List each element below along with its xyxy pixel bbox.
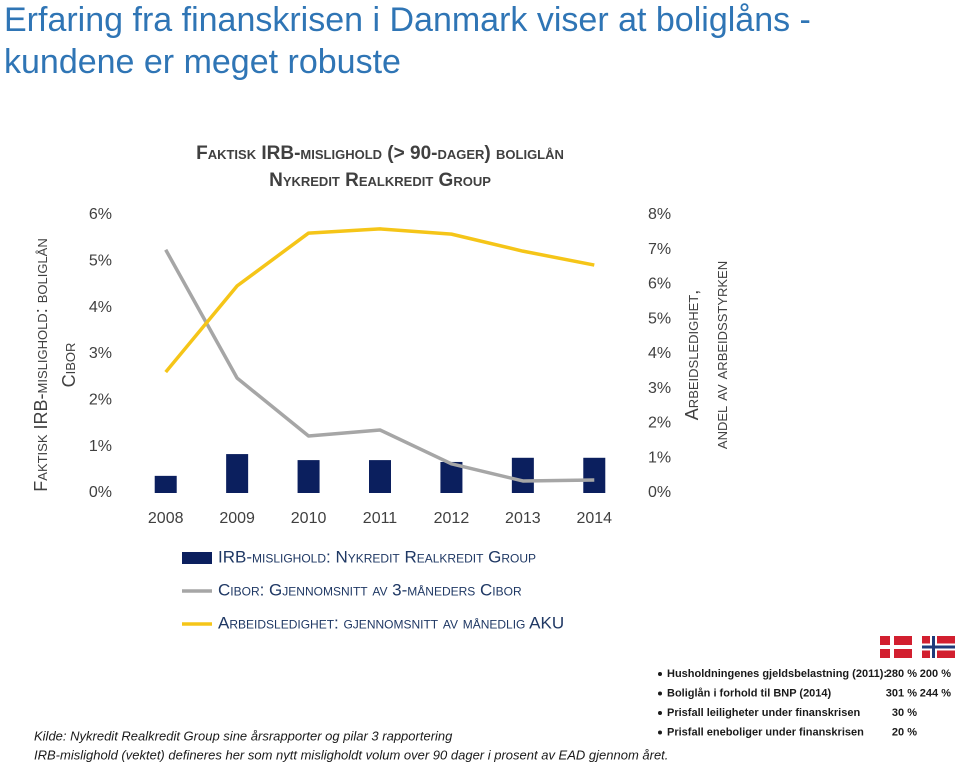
x-tick-label: 2012: [434, 510, 470, 527]
table-value: 200 %: [920, 668, 951, 680]
y-tick-label: 5%: [89, 253, 112, 270]
table-label: Prisfall eneboliger under finanskrisen: [667, 726, 864, 738]
bar: [154, 475, 177, 493]
x-tick-label: 2013: [505, 510, 541, 527]
table-value: 301 %: [886, 687, 917, 699]
table-value: 20 %: [892, 726, 917, 738]
legend-swatch: [182, 552, 212, 564]
bullet: [658, 691, 662, 696]
bar: [583, 457, 606, 493]
x-tick-label: 2010: [291, 510, 327, 527]
legend-label: Arbeidsledighet: gjennomsnitt av månedli…: [218, 613, 564, 632]
table-value: 244 %: [920, 687, 951, 699]
y2-axis-label: Arbeidsledighet,: [682, 290, 702, 420]
source-note: IRB-mislighold (vektet) defineres her so…: [34, 747, 668, 762]
flag-norway: [922, 636, 955, 658]
table-label: Boliglån i forhold til BNP (2014): [667, 687, 832, 699]
bar: [440, 461, 463, 493]
y2-tick-label: 4%: [648, 345, 671, 362]
bar: [226, 454, 249, 493]
y2-axis-label: andel av arbeidsstyrken: [711, 261, 731, 449]
table-value: 280 %: [886, 668, 917, 680]
source-note: Kilde: Nykredit Realkredit Group sine år…: [34, 728, 453, 743]
chart-subtitle: Nykredit Realkredit Group: [269, 170, 491, 191]
x-tick-label: 2009: [219, 510, 255, 527]
y-axis-label: Faktisk IRB-mislighold: boliglån: [31, 238, 51, 491]
bullet: [658, 711, 662, 715]
y2-tick-label: 8%: [648, 206, 671, 223]
chart-title: Faktisk IRB-mislighold (> 90-dager) boli…: [196, 143, 564, 164]
y2-tick-label: 1%: [648, 449, 671, 466]
bar: [297, 460, 320, 493]
y2-tick-label: 7%: [648, 241, 671, 258]
legend-label: IRB-mislighold: Nykredit Realkredit Grou…: [218, 547, 536, 566]
bar: [369, 460, 391, 493]
table-value: 30 %: [892, 707, 917, 719]
y-tick-label: 3%: [89, 345, 112, 362]
table-label: Husholdningenes gjeldsbelastning (2011):: [667, 668, 887, 680]
y-tick-label: 2%: [89, 392, 112, 409]
legend-label: Cibor: Gjennomsnitt av 3-måneders Cibor: [218, 580, 522, 599]
y-tick-label: 1%: [89, 438, 112, 455]
bar: [511, 457, 534, 493]
slide-title: Erfaring fra finanskrisen i Danmark vise…: [4, 1, 811, 39]
y-tick-label: 0%: [89, 484, 112, 501]
y-axis-label: Cibor: [59, 343, 79, 388]
y-tick-label: 6%: [89, 206, 112, 223]
bullet: [658, 672, 662, 676]
table-label: Prisfall leiligheter under finanskrisen: [667, 707, 860, 719]
y2-tick-label: 2%: [648, 415, 671, 432]
slide-title: kundene er meget robuste: [4, 43, 401, 81]
y2-tick-label: 0%: [648, 484, 671, 501]
flag-denmark: [880, 636, 912, 658]
y2-tick-label: 6%: [648, 276, 671, 293]
x-tick-label: 2008: [148, 510, 184, 527]
line: [164, 248, 595, 483]
y-tick-label: 4%: [89, 299, 112, 316]
bullet: [658, 730, 662, 735]
line: [164, 227, 595, 374]
x-tick-label: 2014: [576, 510, 612, 527]
y2-tick-label: 3%: [648, 380, 671, 397]
y2-tick-label: 5%: [648, 310, 671, 327]
x-tick-label: 2011: [363, 510, 398, 527]
